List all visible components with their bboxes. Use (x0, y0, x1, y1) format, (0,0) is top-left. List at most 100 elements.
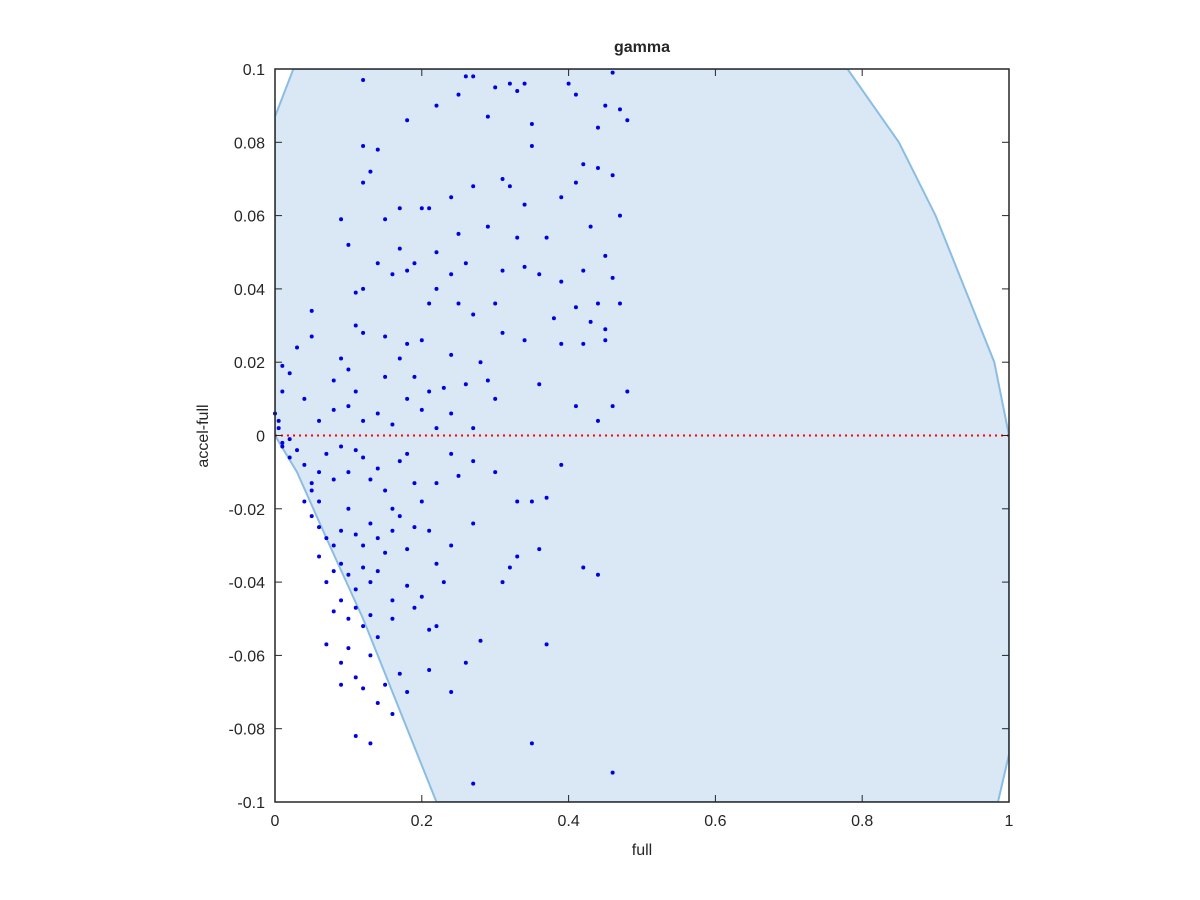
point (441, 385, 446, 390)
point (295, 345, 300, 350)
point (544, 495, 549, 500)
y-tick-label: 0.06 (234, 209, 265, 226)
point (419, 206, 424, 211)
point (434, 561, 439, 566)
point (390, 616, 395, 621)
point (361, 565, 366, 570)
point (317, 470, 322, 475)
x-tick-label: 0.4 (557, 813, 579, 830)
point (412, 525, 417, 530)
point (559, 462, 564, 467)
point (353, 605, 358, 610)
point (573, 92, 578, 97)
point (346, 404, 351, 409)
point (449, 543, 454, 548)
point (529, 121, 534, 126)
point (276, 426, 281, 431)
point (368, 477, 373, 482)
y-tick-label: -0.06 (229, 648, 266, 665)
point (412, 261, 417, 266)
point (463, 660, 468, 665)
point (353, 448, 358, 453)
point (368, 613, 373, 618)
point (617, 301, 622, 306)
point (529, 499, 534, 504)
point (339, 660, 344, 665)
point (368, 169, 373, 174)
point (493, 301, 498, 306)
point (339, 682, 344, 687)
point (397, 356, 402, 361)
y-tick-label: 0.08 (234, 135, 265, 152)
point (375, 569, 380, 574)
point (405, 268, 410, 273)
point (280, 440, 285, 445)
point (581, 565, 586, 570)
point (405, 451, 410, 456)
point (346, 242, 351, 247)
point (419, 499, 424, 504)
point (383, 682, 388, 687)
point (537, 382, 542, 387)
point (573, 180, 578, 185)
y-tick-label: -0.08 (229, 722, 266, 739)
point (603, 327, 608, 332)
point (603, 338, 608, 343)
point (449, 195, 454, 200)
point (485, 378, 490, 383)
point (427, 668, 432, 673)
point (456, 473, 461, 478)
point (595, 572, 600, 577)
point (361, 686, 366, 691)
point (405, 118, 410, 123)
point (368, 580, 373, 585)
point (346, 470, 351, 475)
point (375, 701, 380, 706)
y-tick-label: 0.02 (234, 355, 265, 372)
point (500, 268, 505, 273)
point (515, 88, 520, 93)
point (353, 532, 358, 537)
point (412, 605, 417, 610)
point (280, 389, 285, 394)
point (515, 235, 520, 240)
point (346, 646, 351, 651)
point (339, 598, 344, 603)
point (419, 338, 424, 343)
point (361, 455, 366, 460)
point (390, 598, 395, 603)
point (485, 224, 490, 229)
point (559, 195, 564, 200)
point (339, 528, 344, 533)
point (559, 279, 564, 284)
point (331, 543, 336, 548)
point (383, 217, 388, 222)
point (493, 85, 498, 90)
point (353, 323, 358, 328)
point (383, 550, 388, 555)
point (368, 741, 373, 746)
point (412, 481, 417, 486)
y-tick-label: 0.1 (243, 62, 265, 79)
point (485, 114, 490, 119)
point (317, 499, 322, 504)
point (383, 334, 388, 339)
chart-title: gamma (614, 39, 670, 56)
point (368, 653, 373, 658)
point (471, 459, 476, 464)
point (361, 543, 366, 548)
point (375, 411, 380, 416)
point (302, 499, 307, 504)
point (353, 734, 358, 739)
point (346, 572, 351, 577)
point (412, 374, 417, 379)
point (522, 338, 527, 343)
point (434, 103, 439, 108)
point (522, 202, 527, 207)
point (331, 609, 336, 614)
point (595, 165, 600, 170)
point (390, 506, 395, 511)
point (361, 286, 366, 291)
point (287, 455, 292, 460)
point (331, 569, 336, 574)
